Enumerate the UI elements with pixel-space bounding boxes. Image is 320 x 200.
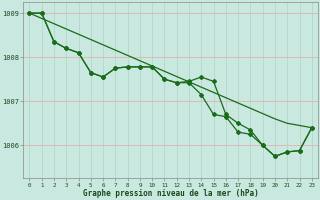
X-axis label: Graphe pression niveau de la mer (hPa): Graphe pression niveau de la mer (hPa) bbox=[83, 189, 259, 198]
